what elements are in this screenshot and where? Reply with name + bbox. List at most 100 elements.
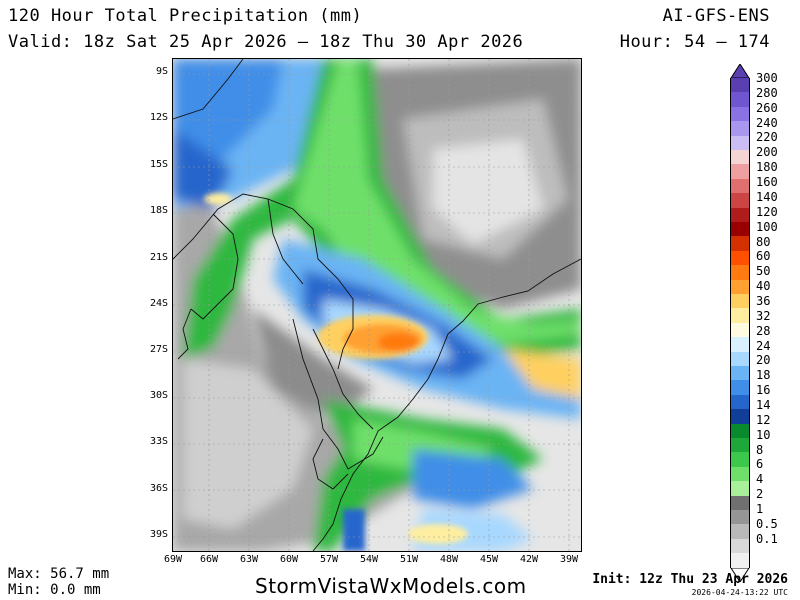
colorbar-swatch [730,135,750,150]
colorbar-label: 300 [756,71,778,85]
init-time: Init: 12z Thu 23 Apr 2026 [592,572,788,587]
colorbar-label: 2 [756,487,764,502]
colorbar-label: 60 [756,249,771,264]
colorbar-swatch [730,394,750,410]
colorbar-swatch [730,250,750,266]
colorbar-swatch [730,337,750,352]
colorbar-label: 8 [756,442,764,457]
colorbar-label: 0.1 [756,531,778,546]
min-value: Min: 0.0 mm [8,582,101,598]
lon-label: 54W [359,554,379,565]
colorbar-label: 0.5 [756,516,778,531]
lon-label: 39W [559,554,579,565]
colorbar-swatch [730,466,750,482]
colorbar-label: 14 [756,398,771,413]
colorbar-label: 140 [756,189,778,204]
colorbar-swatch [730,178,750,194]
colorbar-swatch [730,538,750,554]
colorbar-label: 120 [756,204,778,219]
colorbar-label: 36 [756,293,771,308]
lat-label: 36S [149,483,168,494]
colorbar-swatch [730,294,750,309]
colorbar-label: 240 [756,115,778,130]
colorbar-swatch [730,222,750,237]
colorbar-swatch [730,366,750,381]
colorbar-swatch [730,423,750,438]
colorbar-swatch [730,524,750,539]
lon-label: 48W [439,554,459,565]
model-name: AI-GFS-ENS [662,6,770,26]
colorbar-swatch [730,481,750,496]
colorbar-swatch [730,236,750,251]
precipitation-field [173,59,581,551]
colorbar-label: 32 [756,308,771,323]
colorbar-swatch [730,92,750,107]
colorbar-swatch [730,495,750,510]
lat-label: 21S [149,252,168,263]
colorbar-swatch [730,438,750,453]
colorbar-swatch [730,150,750,165]
colorbar-swatch [730,322,750,338]
colorbar-bottom-arrow-icon [730,567,750,582]
lon-label: 57W [319,554,339,565]
colorbar-label: 6 [756,457,764,472]
colorbar-swatch [730,78,750,93]
lat-label: 12S [149,112,168,123]
lat-label: 39S [149,529,168,540]
colorbar-swatch [730,452,750,467]
lat-label: 27S [149,344,168,355]
colorbar-swatch [730,106,750,122]
colorbar-label: 160 [756,175,778,190]
lon-label: 45W [479,554,499,565]
colorbar-label: 100 [756,219,778,234]
colorbar-swatch [730,207,750,222]
max-value: Max: 56.7 mm [8,566,110,582]
colorbar-swatch [730,121,750,136]
colorbar-label: 28 [756,323,771,338]
lon-label: 60W [279,554,299,565]
lon-label: 63W [239,554,259,565]
lon-label: 42W [519,554,539,565]
colorbar-swatch [730,351,750,366]
colorbar-label: 200 [756,145,778,160]
lat-label: 33S [149,436,168,447]
colorbar-swatch [730,409,750,424]
lat-label: 15S [149,159,168,170]
colorbar-top-arrow-icon [730,64,750,78]
colorbar-label: 80 [756,234,771,249]
lat-label: 9S [155,66,168,77]
colorbar-label: 10 [756,427,771,442]
colorbar-label: 40 [756,279,771,294]
lat-label: 30S [149,390,168,401]
colorbar-label: 12 [756,412,771,427]
colorbar-swatch [730,164,750,179]
lat-label: 18S [149,205,168,216]
colorbar-label: 180 [756,160,778,175]
colorbar-label: 24 [756,338,771,353]
colorbar-swatch [730,308,750,323]
colorbar-label: 4 [756,472,764,487]
forecast-hours: Hour: 54 — 174 [619,32,770,52]
colorbar-label: 20 [756,353,771,368]
colorbar-label: 18 [756,368,771,383]
colorbar-swatch [730,279,750,294]
colorbar-label: 16 [756,383,771,398]
colorbar-swatch [730,510,750,525]
colorbar-label: 280 [756,85,778,100]
colorbar-swatch [730,380,750,395]
generation-timestamp: 2026-04-24-13:22 UTC [691,588,788,597]
lon-label: 66W [199,554,219,565]
colorbar-swatch [730,553,750,568]
colorbar-label: 220 [756,130,778,145]
lon-label: 69W [163,554,183,565]
lon-label: 51W [399,554,419,565]
map-title: 120 Hour Total Precipitation (mm) [8,6,363,26]
lat-label: 24S [149,298,168,309]
precipitation-map [172,58,582,552]
colorbar-swatch [730,265,750,280]
colorbar-label: 1 [756,502,764,517]
colorbar-label: 50 [756,264,771,279]
site-name: StormVistaWxModels.com [255,574,527,598]
colorbar-label: 260 [756,100,778,115]
colorbar-swatch [730,193,750,208]
